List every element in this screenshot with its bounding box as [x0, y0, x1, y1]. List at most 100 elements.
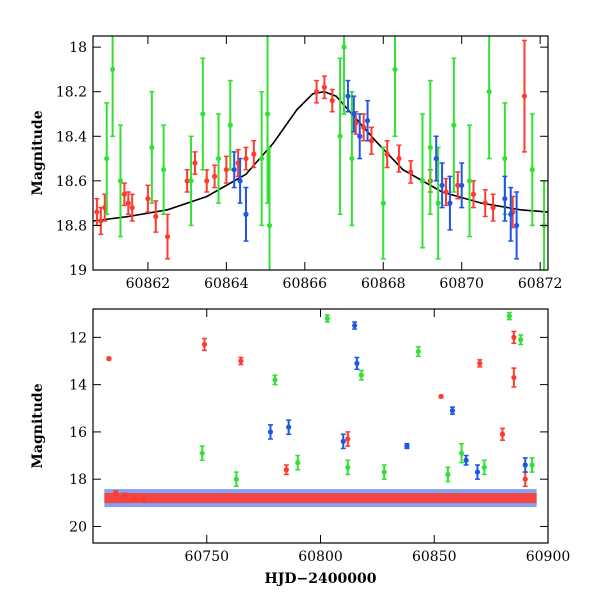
x-tick-label: 60872: [518, 276, 563, 292]
data-point: [433, 155, 439, 162]
data-point: [482, 200, 488, 206]
data-point: [354, 360, 360, 366]
data-point: [164, 233, 171, 240]
data-point: [199, 450, 205, 456]
bottom-panel-full-light-curve: 60750 60800 60850 60900 12 14 16 18 20 Magnitude H…: [30, 308, 570, 587]
data-point: [267, 429, 274, 435]
data-point: [129, 205, 135, 211]
x-tick-label: 60862: [126, 276, 171, 292]
series-1: [199, 311, 535, 488]
data-point: [419, 178, 426, 184]
data-point: [529, 167, 535, 173]
x-tick-label: 60866: [283, 276, 328, 292]
y-tick-label: 16: [69, 425, 87, 441]
data-point: [396, 155, 402, 162]
data-point: [313, 89, 320, 95]
data-point: [121, 191, 127, 197]
data-point: [502, 155, 508, 162]
data-point: [352, 322, 358, 329]
data-point: [131, 495, 137, 501]
data-point: [364, 118, 371, 124]
data-point: [477, 360, 483, 366]
y-axis-label: Magnitude: [30, 383, 46, 468]
series-0: [94, 39, 528, 260]
data-point: [345, 464, 351, 470]
data-point: [345, 436, 351, 442]
y-tick-label: 18.6: [56, 174, 87, 190]
data-point: [404, 443, 410, 449]
data-point: [361, 124, 367, 130]
data-point: [459, 182, 465, 188]
data-point: [98, 218, 104, 224]
data-point: [215, 155, 222, 162]
data-point: [427, 144, 433, 151]
data-point: [502, 196, 508, 202]
data-point: [211, 173, 218, 179]
data-point: [349, 155, 355, 162]
data-point: [295, 460, 301, 466]
data-point: [455, 182, 461, 188]
series-2: [231, 79, 520, 260]
data-point: [415, 348, 421, 355]
data-point: [149, 144, 155, 151]
data-point: [200, 111, 206, 117]
data-point: [125, 200, 131, 206]
data-point: [466, 178, 473, 184]
data-point: [351, 111, 357, 117]
data-point: [337, 133, 343, 139]
data-point: [233, 476, 239, 482]
top-panel-zoomed-light-curve: 60862 60864 60866 60868 60870 60872 18 18.2 18.4…: [30, 35, 563, 292]
data-point: [470, 191, 477, 197]
data-point: [237, 178, 243, 184]
data-point: [518, 337, 524, 343]
data-point: [145, 196, 151, 202]
baseline-cloud-red: [104, 493, 537, 504]
data-point: [449, 408, 456, 414]
data-point: [324, 315, 330, 322]
data-point: [201, 341, 208, 348]
data-point: [381, 469, 387, 475]
data-point: [508, 211, 514, 217]
data-point: [514, 222, 520, 229]
data-point: [490, 205, 496, 211]
y-tick-label: 18.2: [56, 85, 87, 101]
series-2: [267, 321, 528, 480]
data-point: [243, 155, 249, 162]
x-tick-label: 60870: [439, 276, 484, 292]
data-point: [110, 66, 116, 73]
data-point: [522, 462, 528, 468]
x-tick-label: 60750: [184, 549, 229, 565]
data-point: [506, 313, 512, 319]
data-point: [122, 493, 128, 499]
plot-frame: [92, 35, 549, 271]
data-point: [358, 372, 365, 378]
data-point: [243, 211, 249, 217]
data-point: [463, 457, 469, 463]
y-tick-label: 12: [69, 330, 87, 346]
data-point: [443, 189, 449, 195]
data-point: [192, 160, 198, 166]
y-tick-label: 18: [69, 40, 87, 56]
plot-data-area: [104, 311, 537, 508]
x-axis-label: HJD−2400000: [265, 571, 377, 587]
y-tick-label: 18.4: [56, 129, 87, 145]
data-point: [408, 169, 414, 175]
data-point: [435, 200, 441, 206]
data-point: [204, 178, 210, 184]
series-0: [106, 330, 528, 503]
data-point: [321, 84, 328, 90]
y-tick-label: 14: [69, 378, 87, 394]
data-point: [153, 213, 159, 220]
data-point: [438, 393, 444, 400]
data-point: [380, 200, 386, 206]
data-point: [286, 424, 292, 430]
data-point: [345, 93, 351, 99]
data-point: [259, 155, 265, 162]
data-point: [329, 98, 335, 104]
y-axis-label: Magnitude: [30, 110, 46, 195]
data-point: [522, 476, 528, 482]
series-1: [104, 36, 547, 270]
data-point: [341, 44, 347, 50]
data-point: [521, 93, 528, 99]
